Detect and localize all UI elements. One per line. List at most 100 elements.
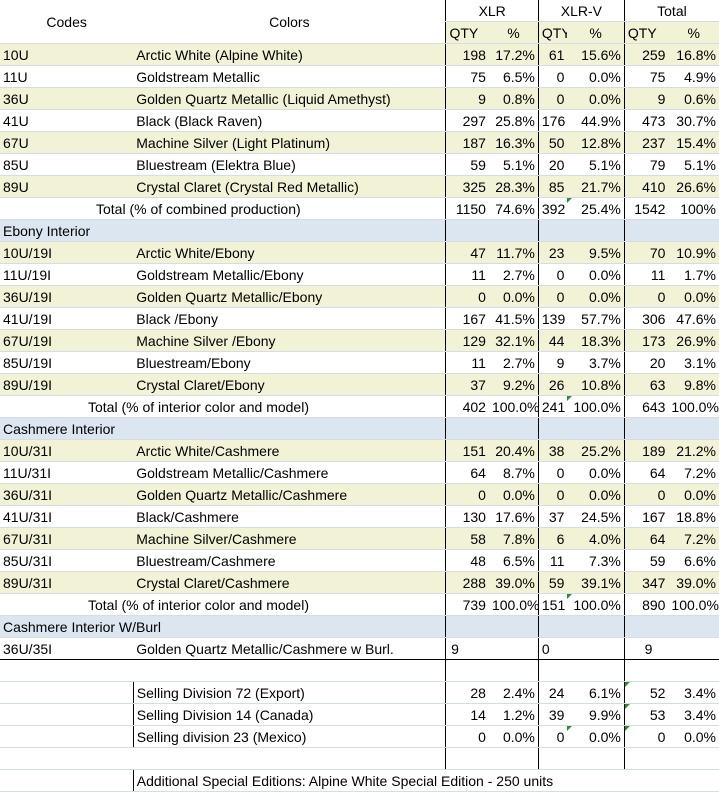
total-qty-cell: 173 — [623, 329, 669, 352]
empty-cell — [623, 659, 669, 682]
xlr-qty-cell: 9 — [445, 87, 489, 110]
xlrv-qty-cell: 85 — [537, 175, 568, 198]
empty-cell — [488, 219, 539, 242]
xlr-qty-cell: 402 — [445, 395, 489, 418]
xlr-qty-cell: 0 — [445, 725, 489, 748]
table-row: 41U Black (Black Raven) 297 25.8% 176 44… — [0, 109, 719, 132]
color-cell: Black (Black Raven) — [133, 109, 446, 132]
total-pct-cell: 100% — [668, 197, 719, 220]
code-cell: 10U/31I — [0, 439, 134, 462]
total-pct-cell: 3.1% — [668, 351, 719, 374]
xlr-qty-cell: 64 — [445, 461, 489, 484]
total-pct-cell: 9.8% — [668, 373, 719, 396]
code-cell: 67U/31I — [0, 527, 134, 550]
code-cell: 36U — [0, 87, 134, 110]
xlrv-pct-cell: 3.7% — [567, 351, 625, 374]
total-label: Total (% of interior color and model) — [0, 395, 446, 418]
empty-cell — [668, 615, 719, 638]
total-pct-cell: 4.9% — [668, 65, 719, 88]
xlrv-qty-cell: 0 — [537, 483, 568, 506]
table-row: 11U/19I Goldstream Metallic/Ebony 11 2.7… — [0, 263, 719, 286]
empty-cell — [133, 659, 446, 682]
code-cell: 11U/19I — [0, 263, 134, 286]
total-pct-cell: 7.2% — [668, 461, 719, 484]
xlrv-pct-cell: 0.0% — [567, 65, 625, 88]
empty-cell — [567, 747, 625, 770]
xlrv-qty-cell: 0 — [537, 87, 568, 110]
xlr-pct-cell: 100.0% — [488, 395, 539, 418]
xlr-pct-cell: 17.6% — [488, 505, 539, 528]
empty-cell — [537, 659, 568, 682]
xlr-pct-cell: 0.8% — [488, 87, 539, 110]
xlrv-qty-cell: 20 — [537, 153, 568, 176]
xlr-qty-cell: 151 — [445, 439, 489, 462]
section-header-row: Cashmere Interior — [0, 417, 719, 440]
empty-cell — [623, 615, 669, 638]
total-pct-cell — [668, 637, 719, 660]
xlrv-qty-cell: 176 — [537, 109, 568, 132]
xlrv-pct-cell: 18.3% — [567, 329, 625, 352]
total-pct-cell: 3.4% — [668, 681, 719, 704]
section-header-row: Ebony Interior — [0, 219, 719, 242]
total-pct-cell: 100.0% — [668, 593, 719, 616]
xlr-pct-cell: 20.4% — [488, 439, 539, 462]
empty-cell — [488, 615, 539, 638]
division-row: Selling Division 72 (Export) 28 2.4% 24 6.1%… — [0, 681, 719, 704]
color-cell: Goldstream Metallic — [133, 65, 446, 88]
table-row: 67U/19I Machine Silver /Ebony 129 32.1% … — [0, 329, 719, 352]
section-header-row: Cashmere Interior W/Burl — [0, 615, 719, 638]
code-cell: 10U/19I — [0, 241, 134, 264]
xlrv-qty-cell: 241 — [537, 395, 568, 418]
xlr-qty-cell: 58 — [445, 527, 489, 550]
footnote-text: Additional Special Editions: Alpine Whit… — [132, 769, 719, 792]
color-cell: Machine Silver (Light Platinum) — [133, 131, 446, 154]
code-cell: 67U/19I — [0, 329, 134, 352]
total-qty-cell: 0 — [623, 483, 669, 506]
table-row: 11U/31I Goldstream Metallic/Cashmere 64 … — [0, 461, 719, 484]
total-pct-cell: 0.6% — [668, 87, 719, 110]
xlrv-pct-cell: 0.0% — [567, 263, 625, 286]
xlr-pct-cell: 39.0% — [488, 571, 539, 594]
xlr-pct-cell: 100.0% — [488, 593, 539, 616]
xlrv-pct-cell: 44.9% — [567, 109, 625, 132]
xlr-pct-cell: 41.5% — [488, 307, 539, 330]
xlrv-qty-cell: 6 — [537, 527, 568, 550]
total-qty-cell: 64 — [623, 527, 669, 550]
empty-cell — [445, 615, 489, 638]
section-title: Cashmere Interior — [0, 417, 446, 440]
empty-cell — [567, 659, 625, 682]
empty-cell — [567, 615, 625, 638]
color-cell: Bluestream/Cashmere — [133, 549, 446, 572]
header-total: Total — [623, 0, 719, 22]
section-title: Ebony Interior — [0, 219, 446, 242]
spacer-row — [0, 659, 719, 682]
table-row: 89U/19I Crystal Claret/Ebony 37 9.2% 26 … — [0, 373, 719, 396]
total-pct-cell: 26.9% — [668, 329, 719, 352]
total-label: Total (% of combined production) — [0, 197, 446, 220]
xlrv-pct-cell: 12.8% — [567, 131, 625, 154]
total-pct-cell: 5.1% — [668, 153, 719, 176]
total-qty-cell: 237 — [623, 131, 669, 154]
empty-cell — [0, 681, 134, 704]
code-cell: 85U — [0, 153, 134, 176]
xlrv-qty-cell: 0 — [537, 263, 568, 286]
total-qty-cell: 9 — [623, 87, 669, 110]
color-cell: Crystal Claret/Cashmere — [133, 571, 446, 594]
table-row: 85U Bluestream (Elektra Blue) 59 5.1% 20… — [0, 153, 719, 176]
table-row: 67U/31I Machine Silver/Cashmere 58 7.8% … — [0, 527, 719, 550]
code-cell: 10U — [0, 43, 134, 66]
xlr-qty-cell: 198 — [445, 43, 489, 66]
xlr-qty-cell: 75 — [445, 65, 489, 88]
header-colors: Colors — [133, 0, 446, 44]
xlrv-pct-cell: 39.1% — [567, 571, 625, 594]
empty-cell — [668, 417, 719, 440]
code-cell: 89U — [0, 175, 134, 198]
color-cell: Goldstream Metallic/Ebony — [133, 263, 446, 286]
xlrv-qty-cell: 151 — [537, 593, 568, 616]
color-cell: Golden Quartz Metallic/Ebony — [133, 285, 446, 308]
xlrv-pct-cell: 5.1% — [567, 153, 625, 176]
xlr-pct-cell: 2.7% — [488, 263, 539, 286]
total-pct-cell: 7.2% — [668, 527, 719, 550]
code-cell: 41U — [0, 109, 134, 132]
xlrv-qty-cell: 44 — [537, 329, 568, 352]
